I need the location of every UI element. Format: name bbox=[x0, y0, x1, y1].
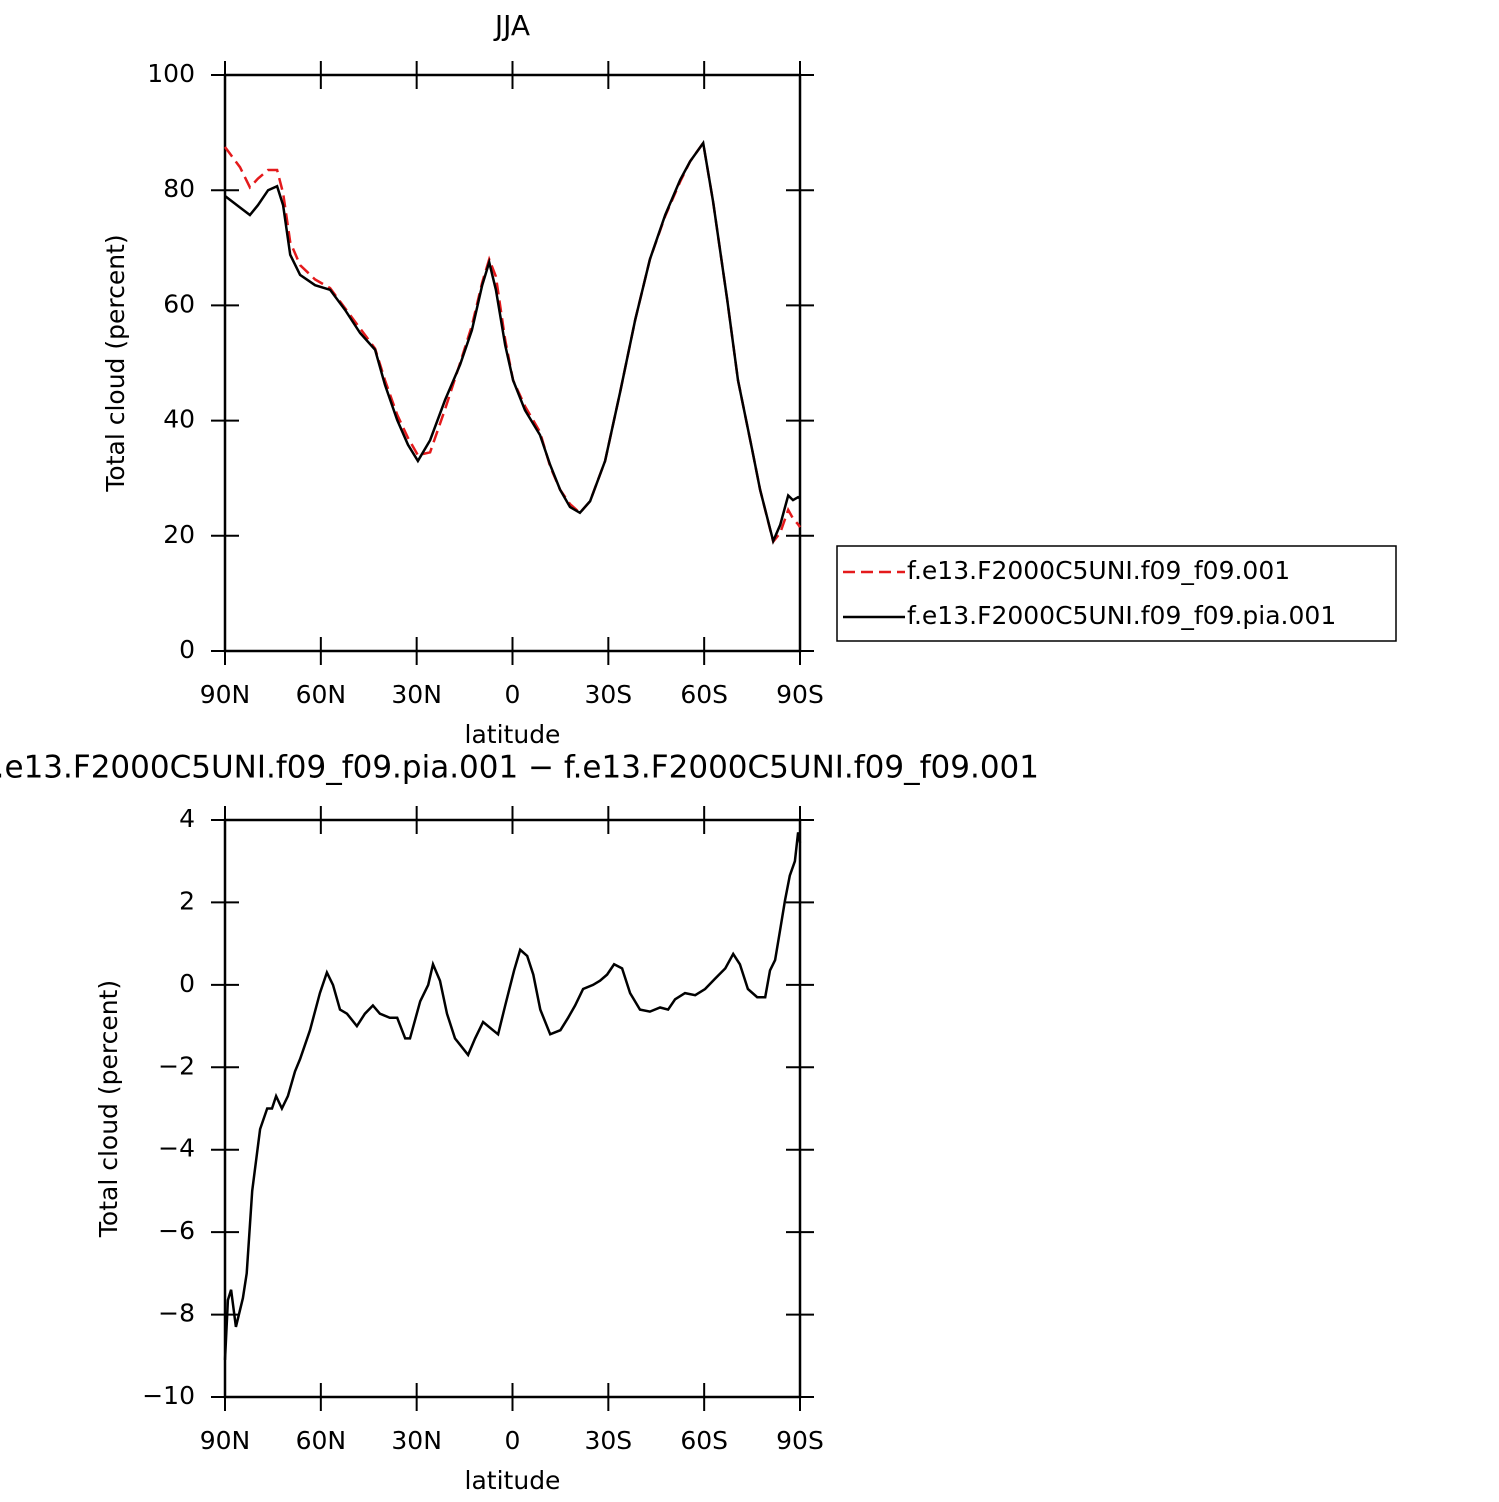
legend-label: f.e13.F2000C5UNI.f09_f09.pia.001 bbox=[907, 601, 1336, 630]
y-tick-label: −10 bbox=[142, 1381, 195, 1410]
y-tick-label: −8 bbox=[158, 1299, 195, 1328]
x-tick-label: 0 bbox=[505, 1426, 521, 1455]
y-tick-label: −2 bbox=[158, 1051, 195, 1080]
y-tick-label: 20 bbox=[163, 520, 195, 549]
series-line bbox=[223, 832, 802, 1360]
chart-title: f.e13.F2000C5UNI.f09_f09.pia.001 − f.e13… bbox=[0, 750, 1039, 786]
x-tick-label: 60S bbox=[680, 680, 728, 709]
y-tick-label: 0 bbox=[179, 969, 195, 998]
x-tick-label: 90N bbox=[200, 680, 251, 709]
x-tick-label: 30N bbox=[391, 1426, 442, 1455]
plot-frame bbox=[223, 818, 802, 1399]
x-tick-label: 60N bbox=[296, 1426, 347, 1455]
x-tick-label: 30S bbox=[584, 1426, 632, 1455]
y-tick-label: 0 bbox=[179, 635, 195, 664]
x-tick-label: 90N bbox=[200, 1426, 251, 1455]
plot-frame bbox=[223, 73, 802, 653]
y-tick-label: 40 bbox=[163, 405, 195, 434]
y-axis-label: Total cloud (percent) bbox=[101, 234, 130, 492]
y-tick-label: 100 bbox=[147, 59, 195, 88]
y-tick-label: −4 bbox=[158, 1134, 195, 1163]
x-tick-label: 60N bbox=[296, 680, 347, 709]
x-axis-label: latitude bbox=[465, 720, 561, 749]
x-tick-label: 30S bbox=[584, 680, 632, 709]
y-axis-label: Total cloud (percent) bbox=[94, 980, 123, 1238]
x-tick-label: 60S bbox=[680, 1426, 728, 1455]
chart-title: JJA bbox=[493, 9, 530, 42]
legend-label: f.e13.F2000C5UNI.f09_f09.001 bbox=[907, 556, 1290, 585]
y-tick-label: 4 bbox=[179, 804, 195, 833]
x-tick-label: 30N bbox=[391, 680, 442, 709]
x-tick-label: 0 bbox=[505, 680, 521, 709]
y-tick-label: 2 bbox=[179, 886, 195, 915]
x-tick-label: 90S bbox=[776, 680, 824, 709]
series-line bbox=[224, 139, 801, 545]
x-tick-label: 90S bbox=[776, 1426, 824, 1455]
y-tick-label: 80 bbox=[163, 174, 195, 203]
y-tick-label: −6 bbox=[158, 1216, 195, 1245]
legend-box bbox=[836, 545, 1397, 642]
x-axis-label: latitude bbox=[465, 1466, 561, 1495]
y-tick-label: 60 bbox=[163, 289, 195, 318]
